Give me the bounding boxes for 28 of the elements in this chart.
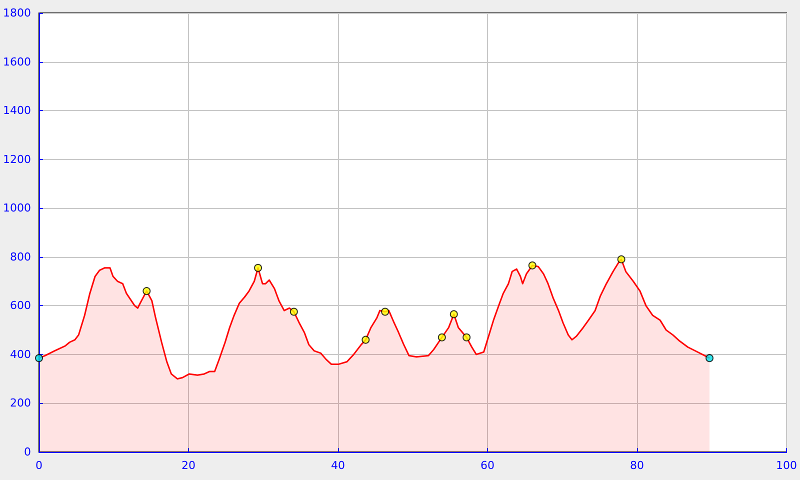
point xyxy=(617,255,626,264)
point xyxy=(450,310,458,318)
y-tick-label: 1600 xyxy=(3,55,31,68)
y-tick-label: 800 xyxy=(10,250,31,264)
x-tick-label: 100 xyxy=(776,459,797,472)
x-tick-label: 20 xyxy=(182,459,196,472)
y-tick-label: 1400 xyxy=(3,104,31,118)
point xyxy=(706,354,714,362)
point xyxy=(290,308,298,316)
x-tick-label: 40 xyxy=(331,459,345,472)
y-tick-label: 600 xyxy=(10,299,31,312)
y-tick-label: 1200 xyxy=(3,152,31,166)
point xyxy=(362,336,370,344)
point xyxy=(254,264,262,272)
y-tick-label: 1000 xyxy=(3,202,31,215)
y-tick-label: 400 xyxy=(10,348,31,361)
point xyxy=(142,287,151,296)
point xyxy=(35,354,43,362)
y-tick-label: 0 xyxy=(24,446,31,458)
point xyxy=(381,308,390,316)
x-tick-label: 60 xyxy=(480,459,494,472)
x-tick-label: 80 xyxy=(630,459,644,472)
point xyxy=(528,261,536,270)
x-tick-label: 0 xyxy=(36,459,42,472)
point xyxy=(462,333,471,342)
y-tick-label: 1800 xyxy=(3,6,31,20)
y-tick-label: 200 xyxy=(10,396,31,410)
point xyxy=(438,333,446,342)
